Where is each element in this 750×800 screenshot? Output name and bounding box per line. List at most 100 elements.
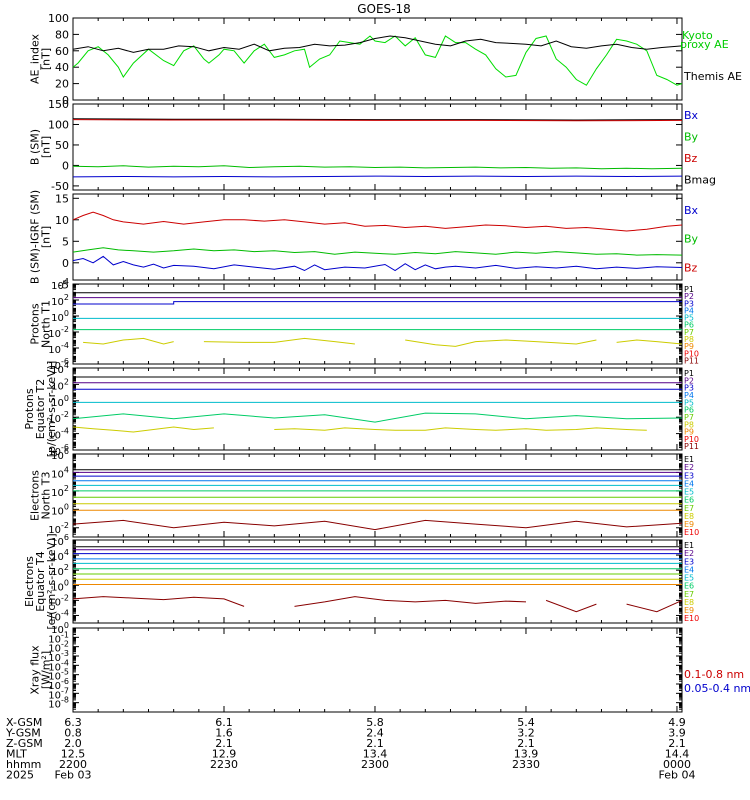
y-tick-exp: 2 (64, 293, 69, 302)
y-tick-label: 0 (62, 159, 69, 172)
legend-entry: E10 (684, 528, 699, 537)
y-tick-label: 102 (51, 563, 69, 578)
x-row-value: 6.3 (64, 716, 82, 729)
legend-entry: E8 (684, 598, 694, 607)
y-tick-exp: 0 (64, 309, 69, 318)
panel-frame (72, 453, 683, 538)
y-axis-label: Protons (23, 388, 36, 429)
panel-3: 0 5 10 15 -5 B (SM)-IGRF (SM)[nT] Bx By Bz (29, 190, 699, 291)
y-axis-label: North T1 (40, 300, 53, 348)
legend-entry: proxy AE (680, 38, 729, 51)
legend-entry: Bz (684, 261, 698, 274)
y-axis-label: B (SM) (29, 129, 42, 165)
series-line (626, 599, 683, 613)
y-tick-base: 10 (51, 552, 64, 563)
series-line (83, 337, 174, 345)
panel-8: 10010-110-210-310-410-510-610-710-8Xray … (29, 621, 750, 713)
series-line (73, 301, 682, 305)
x-row-value: 2.1 (366, 737, 384, 750)
legend-entry: E10 (684, 614, 699, 623)
y-tick-label: 10-2 (48, 325, 69, 340)
y-axis-label: [W/m²] (40, 651, 53, 689)
panel-frame (72, 283, 683, 365)
y-tick-label: 10-6 (48, 357, 69, 372)
legend-entry: P5 (684, 314, 694, 323)
legend-entry: P1 (684, 369, 694, 378)
y-tick-label: 10-5 (48, 668, 69, 683)
panel-frame (72, 627, 683, 713)
x-row-value: 3.2 (517, 727, 535, 740)
x-row-value: 0.8 (64, 727, 82, 740)
y-tick-label: 104 (51, 465, 69, 480)
y-tick-exp: 6 (64, 533, 69, 542)
x-row-value: 4.9 (668, 716, 686, 729)
y-tick-label: 100 (51, 394, 69, 409)
y-tick-label: 10-2 (48, 640, 69, 655)
legend-entry: E4 (684, 479, 694, 488)
legend-entry: Bz (684, 152, 698, 165)
panel-frame (72, 367, 683, 451)
legend-entry: Themis AE (683, 70, 742, 83)
legend-entry: E4 (684, 565, 694, 574)
y-tick-label: -50 (51, 180, 69, 193)
y-tick-label: 10-3 (48, 649, 69, 664)
y-axis-label: Equator T4 (34, 551, 47, 611)
x-row-value: 14.4 (665, 748, 690, 761)
series-line (72, 118, 683, 121)
series-line (72, 519, 683, 531)
x-row-value: 1.6 (215, 727, 233, 740)
legend-entry: P7 (684, 328, 694, 337)
y-axis-label: [nT] (40, 226, 53, 248)
legend-entry: E5 (684, 574, 694, 583)
y-tick-exp: -4 (61, 341, 69, 350)
y-tick-base: 10 (51, 537, 64, 548)
y-axis-label: [nT] (40, 48, 53, 70)
y-tick-exp: -5 (61, 668, 69, 677)
series-line (72, 35, 683, 53)
y-axis-label: AE_index (29, 33, 42, 84)
legend-entry: P10 (684, 349, 699, 358)
legend-entry: 0.05-0.4 nm (684, 682, 750, 695)
y-tick-base: 10 (48, 525, 61, 536)
y-tick-label: 10-4 (48, 341, 69, 356)
x-row-value: 2230 (210, 758, 238, 771)
legend-entry: P4 (684, 306, 694, 315)
y-tick-label: -5 (58, 278, 69, 291)
y-tick-label: 10-7 (48, 686, 69, 701)
y-tick-exp: -7 (61, 686, 69, 695)
y-tick-base: 10 (51, 297, 64, 308)
y-tick-base: 10 (48, 644, 61, 655)
y-tick-label: 100 (48, 12, 69, 25)
x-row-label: hhmm (6, 758, 41, 771)
x-row-value: 2.1 (517, 737, 535, 750)
legend-entry: 0.1-0.8 nm (684, 668, 744, 681)
y-tick-label: 100 (51, 309, 69, 324)
y-tick-exp: 0 (64, 394, 69, 403)
x-row-label: 2025 (6, 769, 34, 782)
legend-entry: P1 (684, 285, 694, 294)
y-tick-label: 15 (55, 192, 69, 205)
series-line (72, 165, 683, 170)
legend-entry: P8 (684, 420, 694, 429)
y-tick-exp: 6 (64, 447, 69, 456)
y-tick-base: 10 (51, 451, 64, 462)
legend-entry: Bmag (684, 174, 716, 187)
x-row-value: 0000 (663, 758, 691, 771)
legend-entry: P3 (684, 384, 694, 393)
y-tick-label: 106 (51, 533, 69, 548)
y-tick-base: 10 (51, 365, 64, 376)
legend-entry: E5 (684, 488, 694, 497)
y-tick-label: 106 (51, 447, 69, 462)
legend-entry: E3 (684, 471, 694, 480)
legend-entry: E3 (684, 557, 694, 566)
y-tick-base: 10 (48, 690, 61, 701)
y-tick-exp: 0 (64, 621, 69, 630)
series-line (72, 426, 214, 433)
y-tick-exp: 0 (64, 578, 69, 587)
x-row-value: 2200 (59, 758, 87, 771)
y-tick-exp: -2 (61, 640, 69, 649)
y-tick-base: 10 (48, 653, 61, 664)
